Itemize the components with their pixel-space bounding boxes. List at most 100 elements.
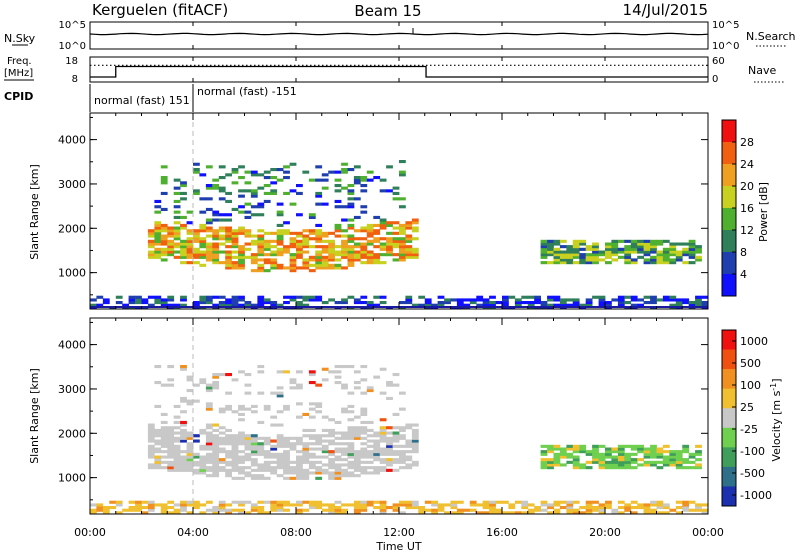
velocity-cell [579, 463, 587, 467]
velocity-cell [341, 442, 348, 446]
velocity-cell [682, 458, 690, 462]
velocity-cell [238, 503, 245, 507]
velocity-cell [231, 442, 239, 446]
velocity-cell [173, 436, 181, 440]
velocity-cell [308, 402, 316, 406]
power-cell [154, 221, 162, 225]
power-cell [238, 247, 245, 251]
velocity-cell [482, 506, 490, 510]
velocity-cell [199, 503, 207, 507]
power-cell [321, 261, 329, 265]
velocity-cell [411, 450, 419, 454]
velocity-cell [617, 447, 625, 451]
power-cell [373, 245, 381, 249]
velocity-cell [321, 450, 329, 454]
velocity-cell [199, 455, 207, 459]
velocity-cell [218, 410, 226, 414]
power-cell [643, 258, 651, 262]
power-cell [160, 191, 168, 195]
velocity-cell [656, 506, 664, 510]
velocity-cell [598, 508, 606, 512]
velocity-cell [482, 500, 490, 504]
velocity-cell [630, 500, 638, 504]
power-cell [662, 255, 670, 259]
power-cell [225, 173, 232, 177]
velocity-cell [579, 506, 587, 510]
power-colorbar-swatch [722, 274, 736, 297]
velocity-cell [321, 463, 329, 467]
velocity-cell [218, 439, 226, 443]
velocity-cell [617, 500, 625, 504]
velocity-cell [180, 365, 187, 369]
velocity-cell [308, 415, 316, 419]
velocity-cell [283, 439, 290, 443]
velocity-colorbar-frame [721, 329, 737, 507]
velocity-cell [180, 450, 187, 454]
velocity-cell [102, 508, 110, 512]
power-cell [180, 253, 187, 257]
power-cell [553, 253, 561, 257]
velocity-cell [334, 511, 342, 515]
velocity-cell [147, 455, 155, 459]
power-cell [308, 258, 316, 262]
velocity-cell [637, 450, 644, 454]
power-cell [257, 250, 265, 254]
power-cell [360, 237, 368, 241]
velocity-cell [218, 466, 226, 470]
velocity-cell [238, 450, 245, 454]
power-cell [173, 234, 181, 238]
velocity-cell [160, 466, 168, 470]
power-cell [147, 242, 155, 246]
velocity-cell [566, 455, 574, 459]
power-cell [334, 258, 342, 262]
velocity-cell [373, 458, 381, 462]
velocity-cell [411, 506, 419, 510]
velocity-cell [160, 412, 168, 416]
velocity-cell [662, 455, 670, 459]
power-cell [605, 242, 612, 246]
velocity-cell [231, 476, 239, 480]
velocity-cell [186, 402, 194, 406]
power-cell [257, 173, 265, 177]
power-cell [270, 168, 278, 172]
velocity-cell [147, 423, 155, 427]
velocity-cell [585, 466, 593, 470]
velocity-cell [276, 452, 284, 456]
power-cell [650, 261, 657, 265]
velocity-cell [308, 381, 316, 385]
velocity-cell [328, 463, 335, 467]
power-cell [656, 261, 664, 265]
velocity-cell [308, 466, 316, 470]
power-cell [193, 234, 200, 238]
velocity-cell [154, 463, 162, 467]
velocity-cell [250, 442, 258, 446]
power-cell [173, 255, 181, 259]
power-cell [547, 261, 554, 265]
velocity-cell [450, 500, 458, 504]
power-cell [244, 231, 252, 235]
power-cell [650, 250, 657, 254]
velocity-cell [193, 471, 200, 475]
power-cell [173, 210, 181, 214]
velocity-cell [315, 455, 323, 459]
velocity-cell [605, 447, 612, 451]
velocity-cell [296, 383, 303, 387]
velocity-cell [263, 404, 271, 408]
power-cell [521, 301, 529, 305]
power-cell [154, 295, 162, 299]
velocity-cell [289, 460, 297, 464]
time-tick-label: 16:00 [486, 526, 518, 539]
power-cell [514, 298, 522, 302]
power-cell [238, 189, 245, 193]
power-cell [675, 298, 683, 302]
power-cell [572, 247, 580, 251]
power-cell [379, 247, 387, 251]
velocity-cell [617, 458, 625, 462]
velocity-cell [675, 460, 683, 464]
velocity-cell [695, 463, 702, 467]
power-cell [366, 258, 374, 262]
power-cell [431, 303, 438, 307]
power-cell [141, 298, 149, 302]
power-cell [598, 295, 606, 299]
